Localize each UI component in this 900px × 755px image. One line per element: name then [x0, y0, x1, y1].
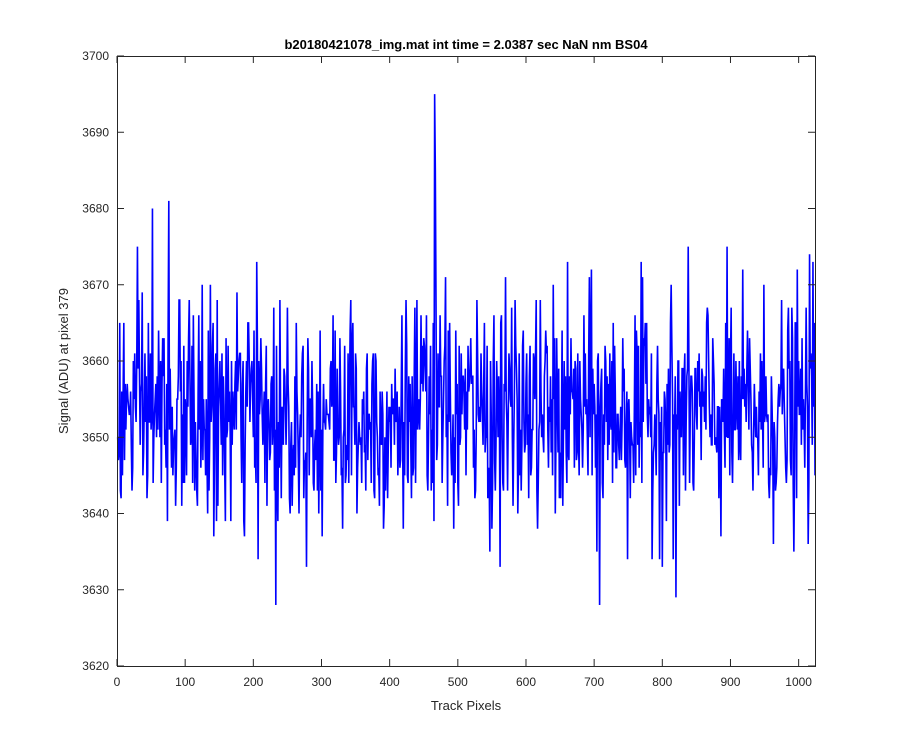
- x-tick-label: 700: [584, 675, 604, 689]
- x-tick-label: 200: [243, 675, 263, 689]
- chart-title: b20180421078_img.mat int time = 2.0387 s…: [284, 37, 648, 52]
- x-tick-label: 300: [311, 675, 331, 689]
- plot-frame: [117, 56, 816, 667]
- x-axis-label: Track Pixels: [431, 698, 502, 713]
- x-tick-label: 800: [652, 675, 672, 689]
- y-tick-label: 3630: [82, 583, 109, 597]
- x-tick-label: 0: [114, 675, 121, 689]
- x-tick-label: 600: [516, 675, 536, 689]
- x-tick-label: 900: [720, 675, 740, 689]
- x-tick-label: 1000: [785, 675, 812, 689]
- y-tick-label: 3650: [82, 430, 109, 444]
- y-tick-label: 3700: [82, 49, 109, 63]
- y-tick-label: 3640: [82, 507, 109, 521]
- x-tick-label: 500: [448, 675, 468, 689]
- y-tick-label: 3620: [82, 659, 109, 673]
- y-tick-label: 3690: [82, 125, 109, 139]
- x-tick-label: 400: [380, 675, 400, 689]
- y-tick-label: 3670: [82, 278, 109, 292]
- ticks-layer: 0 100 200 300 400 500 600 700 800 900 1000 3620 3630…: [82, 49, 815, 689]
- series-layer: [116, 94, 816, 606]
- y-tick-label: 3680: [82, 202, 109, 216]
- y-axis-label: Signal (ADU) at pixel 379: [56, 288, 71, 434]
- x-tick-label: 100: [175, 675, 195, 689]
- y-tick-label: 3660: [82, 354, 109, 368]
- signal-series-line: [116, 94, 816, 606]
